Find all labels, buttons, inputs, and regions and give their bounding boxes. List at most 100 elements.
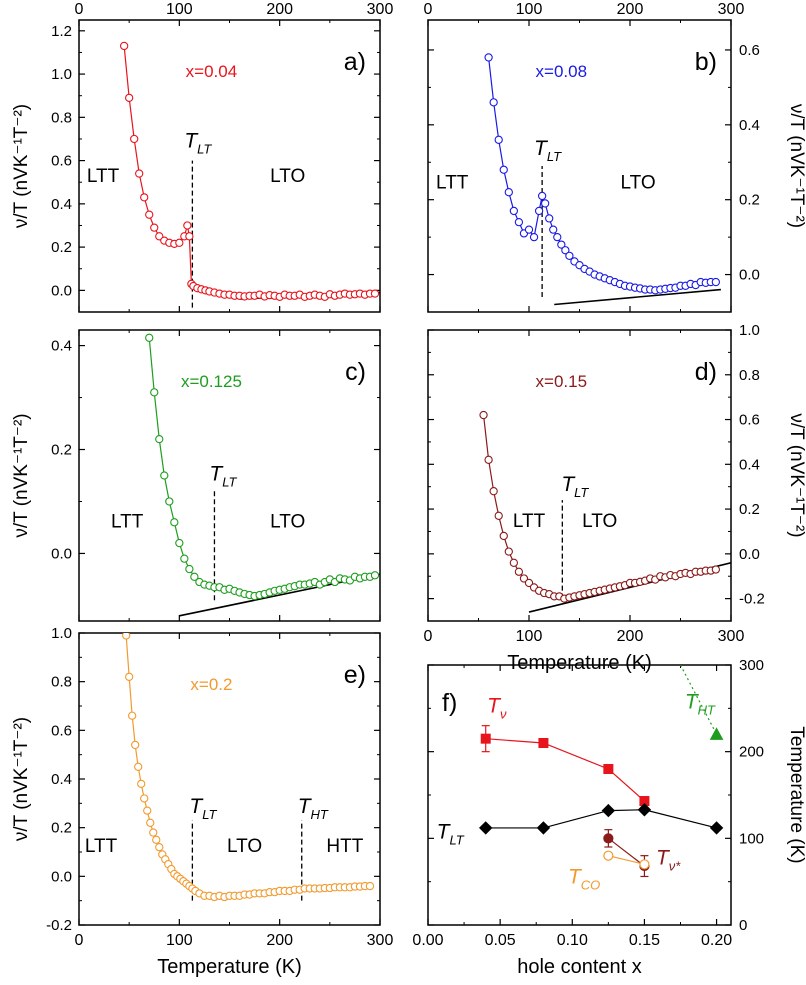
x-tick-label-top: 200 [617,1,644,18]
data-point [504,188,513,197]
triangle-marker [709,727,724,740]
data-point [545,214,554,223]
data-point [145,210,154,219]
data-point [134,762,143,771]
data-point [519,574,529,583]
diamond-marker [601,803,616,818]
series-label: x=0.125 [181,372,242,391]
panel-a: 0 100 200 300 0.0 0.2 0.4 0.6 0.8 1.0 1.2 ν/T (nVK⁻… [11,1,394,313]
data-point [504,547,513,556]
y-tick-label: 0.8 [51,674,72,691]
series-label: THT [685,690,716,717]
series-label: x=0.15 [536,372,588,391]
series-label-sub: ν* [669,858,682,873]
series-label-sub: LT [449,832,464,847]
x-tick-label-top: 100 [166,1,193,18]
data-point [494,511,503,520]
x-tick-label: 0.05 [485,932,516,949]
data-point [150,388,159,397]
x-tick-label-top: 300 [367,1,394,18]
square-marker [538,738,549,748]
series-label: x=0.2 [190,675,232,694]
y-tick-label: 0.6 [51,153,72,170]
series-label: Tν [487,695,507,722]
y-tick-label: 0.0 [739,267,760,284]
series-line [485,809,717,829]
x-tick-label-top: 100 [516,1,543,18]
y-tick-label: 0.6 [739,42,760,59]
data-point [125,93,134,103]
y-tick-label: 0.6 [739,412,760,429]
data-point [565,251,574,260]
y-tick-label: 0.4 [739,117,760,134]
transition-label: TLT [184,130,212,157]
data-curve [123,45,375,298]
data-point [152,835,161,844]
data-point [155,434,164,444]
series-label: Tν* [656,846,681,873]
phase-label: LTT [87,166,120,187]
y-tick-label: 0.4 [51,196,72,213]
x-tick-label-top: 0 [424,1,433,18]
y-axis-label: ν/T (nVK⁻¹T⁻²) [786,413,806,537]
data-point [711,277,720,287]
transition-label-sub: LT [222,475,237,490]
phase-label: LTT [513,511,546,532]
data-point [365,881,375,891]
data-point [135,169,144,178]
phase-label: LTT [436,172,469,193]
y-tick-label: 0.8 [739,367,760,384]
phase-label: LTO [227,836,262,857]
y-axis-label: Temperature (K) [786,726,806,863]
data-point [143,806,152,815]
panel-c: 0.0 0.2 0.4 ν/T (nVK⁻¹T⁻²) LTT LTO TLT x=0.125 c… [11,329,381,622]
y-tick-label: 300 [739,657,764,674]
data-point [140,193,149,202]
data-point [494,135,503,144]
y-axis-label: ν/T (nVK⁻¹T⁻²) [786,104,806,228]
y-tick-label: -0.2 [739,591,765,608]
series-label-T: T [656,846,671,869]
transition-label: TLT [209,463,237,490]
diamond-marker [637,803,652,817]
circle-marker [603,833,614,844]
series-line [607,837,645,867]
x-tick-label: 0 [424,628,433,645]
data-point [125,672,134,681]
background-fit-line [554,288,721,306]
data-point [185,232,194,241]
data-point [553,232,562,242]
y-tick-label: 200 [739,744,764,761]
data-point [537,191,547,201]
series-label: TCO [568,865,600,892]
series-label-sub: HT [698,702,716,717]
y-tick-label: 0.4 [51,771,72,788]
y-tick-label: 100 [739,830,764,847]
panel-label: e) [344,661,366,689]
data-point [484,53,493,62]
series-label: TLT [437,820,465,847]
y-tick-label: 0.4 [51,338,72,355]
series-label-T: T [685,690,700,713]
y-tick-label: 1.2 [51,23,72,40]
data-point [509,558,518,567]
data-point [146,818,155,827]
y-tick-label: 0.8 [51,109,72,126]
x-tick-label-top: 0 [75,1,84,18]
data-point [122,633,131,640]
diamond-marker [536,821,551,835]
y-tick-label: 0.0 [739,546,760,563]
series-line [608,855,645,865]
y-tick-label: 0.0 [51,545,72,562]
data-point [711,565,720,574]
transition-label: THT [298,795,329,822]
data-layer [122,633,375,902]
transition-label-sub: LT [574,485,589,500]
y-tick-label: 0.2 [739,501,760,518]
data-point [137,779,146,789]
x-axis-label: Temperature (K) [157,956,302,978]
x-tick-label: 0.10 [557,932,588,949]
phase-label: LTO [270,511,305,532]
panel-label: a) [344,48,366,76]
x-axis-label: hole content x [517,956,642,978]
